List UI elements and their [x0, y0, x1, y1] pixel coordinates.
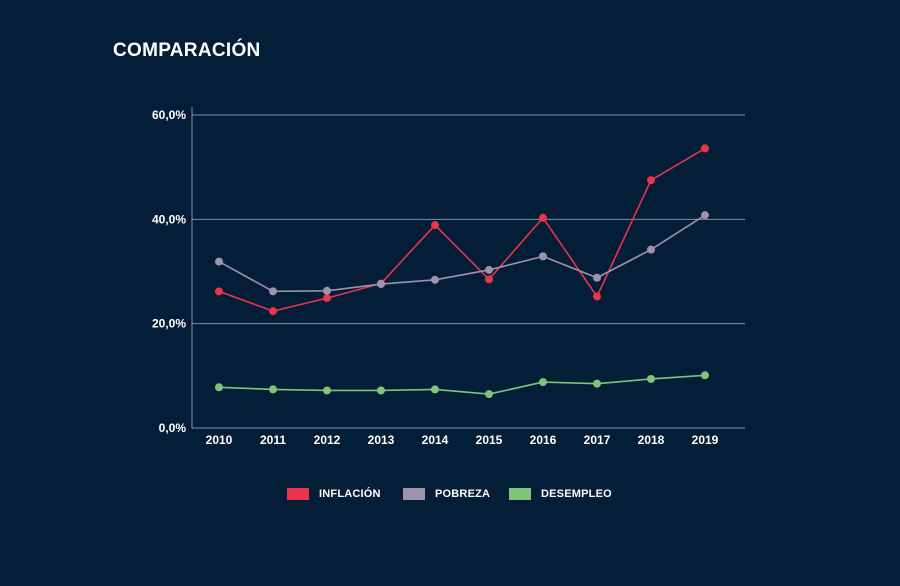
data-point-desempleo [377, 386, 385, 395]
x-tick-label: 2019 [692, 433, 719, 447]
legend-item-inflación: INFLACIÓN [287, 488, 381, 500]
y-tick-label: 40,0% [152, 212, 186, 226]
x-tick-label: 2012 [314, 433, 341, 447]
data-point-inflación [269, 307, 277, 316]
y-tick-label: 0,0% [159, 421, 187, 435]
legend-swatch [509, 488, 531, 500]
legend-swatch [287, 488, 309, 500]
data-point-inflación [323, 294, 331, 303]
data-point-inflación [431, 221, 439, 230]
data-point-desempleo [485, 390, 493, 399]
chart-title: COMPARACIÓN [113, 40, 261, 61]
data-point-desempleo [647, 374, 655, 383]
x-tick-label: 2016 [530, 433, 557, 447]
x-tick-label: 2013 [368, 433, 395, 447]
data-point-inflación [647, 176, 655, 185]
data-point-pobreza [701, 211, 709, 220]
data-point-pobreza [377, 280, 385, 289]
legend-item-desempleo: DESEMPLEO [509, 488, 612, 500]
y-tick-label: 20,0% [152, 317, 186, 331]
series-line-desempleo [218, 374, 706, 395]
data-point-pobreza [593, 273, 601, 282]
data-point-desempleo [323, 386, 331, 395]
data-point-desempleo [269, 385, 277, 394]
x-tick-label: 2010 [206, 433, 233, 447]
series-line-pobreza [218, 214, 706, 293]
data-point-pobreza [431, 275, 439, 284]
data-point-desempleo [215, 383, 223, 392]
data-point-desempleo [431, 385, 439, 394]
x-tick-label: 2018 [638, 433, 665, 447]
x-tick-label: 2014 [422, 433, 449, 447]
data-point-pobreza [647, 245, 655, 254]
x-tick-label: 2011 [260, 433, 286, 447]
chart-legend: INFLACIÓN POBREZA DESEMPLEO [0, 488, 900, 506]
data-point-pobreza [215, 257, 223, 266]
legend-label: INFLACIÓN [319, 488, 381, 500]
legend-label: DESEMPLEO [541, 488, 612, 500]
y-tick-label: 60,0% [152, 108, 186, 122]
legend-swatch [403, 488, 425, 500]
data-point-inflación [701, 144, 709, 153]
data-point-inflación [215, 287, 223, 296]
data-point-desempleo [539, 378, 547, 387]
data-point-inflación [485, 275, 493, 284]
data-point-pobreza [485, 265, 493, 274]
legend-item-pobreza: POBREZA [403, 488, 490, 500]
series-line-inflación [218, 147, 706, 312]
data-point-inflación [539, 213, 547, 222]
data-point-pobreza [269, 287, 277, 296]
data-point-inflación [593, 292, 601, 301]
data-point-desempleo [593, 379, 601, 388]
data-point-pobreza [323, 286, 331, 295]
legend-label: POBREZA [435, 488, 491, 500]
data-point-pobreza [539, 252, 547, 261]
x-tick-label: 2015 [476, 433, 503, 447]
data-point-desempleo [701, 371, 709, 380]
x-tick-label: 2017 [584, 433, 611, 447]
